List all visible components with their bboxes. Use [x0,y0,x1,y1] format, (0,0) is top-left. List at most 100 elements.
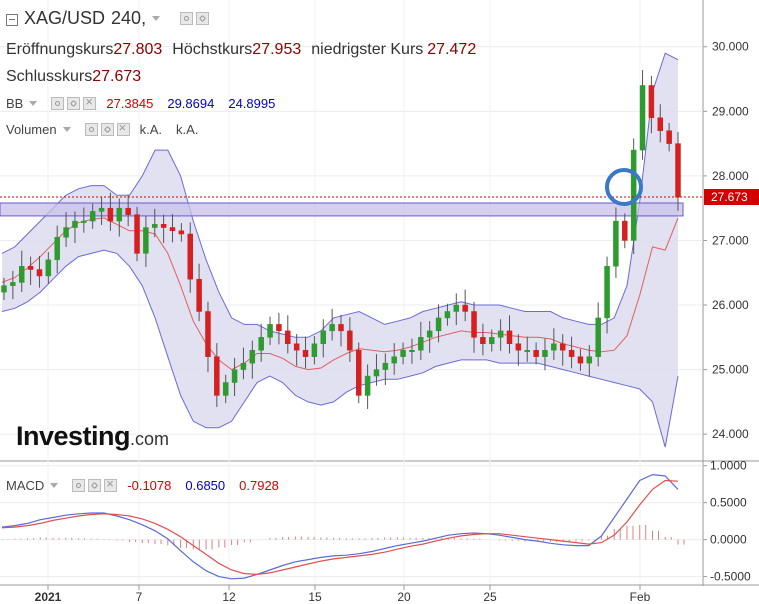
candle [249,349,256,364]
candle [462,304,468,312]
candle [293,343,300,351]
candle [444,311,451,319]
bb-value-upper: 29.8694 [167,96,215,111]
x-tick-label: 12 [222,590,236,604]
candle [320,330,327,345]
candle [27,266,34,270]
candle [586,356,593,364]
candle [666,130,672,144]
candle [18,266,25,283]
symbol-row: XAG/USD 240, [6,8,210,29]
candle [630,149,637,241]
interval[interactable]: 240, [111,8,147,28]
y-tick-label: 30.000 [712,40,749,54]
chevron-down-icon[interactable] [152,16,161,21]
y-tick-label: 25.000 [712,363,749,377]
candle [36,269,43,277]
eye-icon[interactable] [180,12,194,25]
y-tick-label: 24.000 [712,427,749,441]
candle [205,311,211,357]
low-value: 27.472 [427,41,477,58]
close-row: Schlusskurs 27.673 [6,68,141,86]
macd-value-hist: -0.1078 [127,478,172,493]
bb-label[interactable]: BB [6,96,24,111]
candle [72,220,78,228]
candle [551,343,557,351]
y-tick-label: 27.000 [712,233,749,247]
candle [267,324,273,338]
volume-value-1: k.A. [139,122,162,137]
eye-icon[interactable] [51,97,65,110]
symbol-name[interactable]: XAG/USD [24,8,106,28]
collapse-icon[interactable] [6,13,18,26]
bb-upper-line [1,52,679,338]
candle [125,207,131,215]
candle [657,117,664,131]
candle [143,227,149,254]
candle [338,324,344,332]
signal-line [1,479,679,576]
investing-logo: Investing.com [16,421,169,452]
candle [45,259,52,277]
macd-tick-label: 1.0000 [710,459,747,473]
y-tick-label: 26.000 [712,298,749,312]
candle [613,220,619,267]
candle [329,324,335,332]
candle [107,207,114,222]
gear-icon[interactable] [88,479,102,492]
x-tick-label: 2021 [35,590,62,604]
eye-icon[interactable] [72,479,86,492]
gear-icon[interactable] [196,12,210,25]
macd-tick-label: 0.0000 [710,533,747,547]
chevron-down-icon[interactable] [50,483,59,488]
candle [524,349,530,352]
bb-value-lower: 24.8995 [228,96,276,111]
candle [675,143,681,198]
candle [568,349,575,357]
close-icon[interactable] [116,120,130,136]
candle [391,356,397,364]
gear-icon[interactable] [100,123,114,136]
macd-line [1,473,679,580]
candle [152,224,158,228]
candle [382,362,389,370]
candle [355,349,362,396]
candle [54,236,60,261]
candle [81,220,87,223]
candle [497,330,504,338]
chevron-down-icon[interactable] [62,127,71,132]
x-tick-label: 25 [483,590,497,604]
support-zone [0,202,684,217]
last-price-label: 27.673 [711,190,748,204]
eye-icon[interactable] [84,123,98,136]
candle [409,349,415,352]
macd-tick-label: -0.5000 [710,570,751,584]
candle [489,337,495,345]
gear-icon[interactable] [67,97,81,110]
candle [1,285,7,293]
macd-label[interactable]: MACD [6,478,45,493]
volume-legend: Volumen k.A. k.A. [6,120,198,137]
candle [515,343,522,351]
macd-legend: MACD -0.1078 0.6850 0.7928 [6,476,279,493]
candle [639,85,646,151]
close-icon[interactable] [83,94,97,110]
x-tick-label: 15 [308,590,322,604]
candle [364,375,371,396]
y-tick-label: 29.000 [712,104,749,118]
open-value: 27.803 [113,41,163,58]
candle [426,330,433,338]
candle [276,324,282,332]
candle [196,278,202,312]
candle [10,282,16,286]
volume-label[interactable]: Volumen [6,122,57,137]
candle [178,230,185,235]
close-icon[interactable] [104,476,118,492]
chevron-down-icon[interactable] [29,101,38,106]
x-tick-label: 20 [397,590,411,604]
candle [506,330,513,345]
bb-legend: BB 27.3845 29.8694 24.8995 [6,94,276,111]
candle [435,317,442,332]
low-label: niedrigster Kurs [311,41,424,58]
